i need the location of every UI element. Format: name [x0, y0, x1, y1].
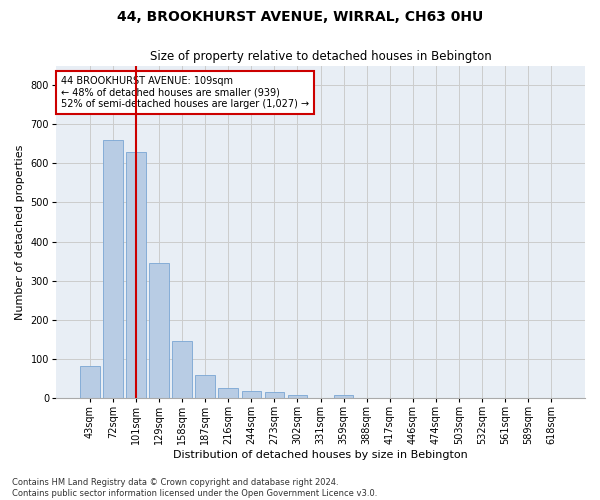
- Bar: [334, 395, 353, 398]
- Bar: [80, 366, 100, 398]
- Bar: [196, 376, 215, 398]
- Bar: [103, 140, 123, 398]
- Bar: [172, 342, 192, 398]
- Bar: [242, 391, 261, 398]
- Bar: [126, 152, 146, 398]
- Text: 44 BROOKHURST AVENUE: 109sqm
← 48% of detached houses are smaller (939)
52% of s: 44 BROOKHURST AVENUE: 109sqm ← 48% of de…: [61, 76, 310, 108]
- X-axis label: Distribution of detached houses by size in Bebington: Distribution of detached houses by size …: [173, 450, 468, 460]
- Bar: [265, 392, 284, 398]
- Bar: [218, 388, 238, 398]
- Title: Size of property relative to detached houses in Bebington: Size of property relative to detached ho…: [149, 50, 491, 63]
- Text: 44, BROOKHURST AVENUE, WIRRAL, CH63 0HU: 44, BROOKHURST AVENUE, WIRRAL, CH63 0HU: [117, 10, 483, 24]
- Text: Contains HM Land Registry data © Crown copyright and database right 2024.
Contai: Contains HM Land Registry data © Crown c…: [12, 478, 377, 498]
- Bar: [287, 396, 307, 398]
- Bar: [149, 262, 169, 398]
- Y-axis label: Number of detached properties: Number of detached properties: [15, 144, 25, 320]
